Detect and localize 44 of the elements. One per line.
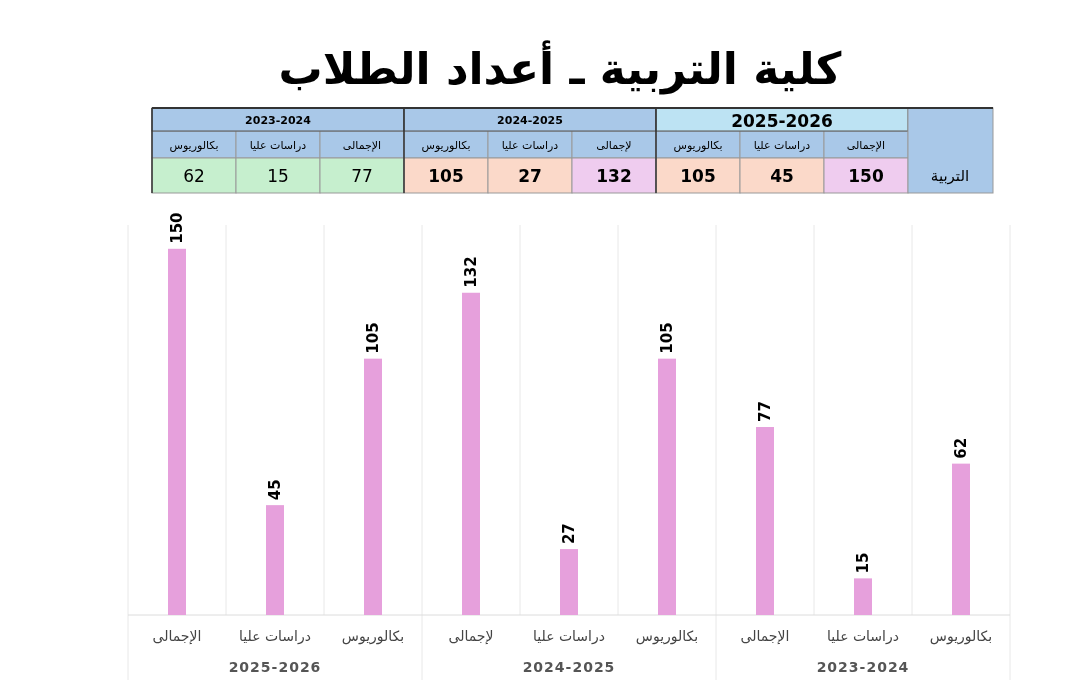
text: التربية (930, 167, 970, 185)
x-tick-label: دراسات عليا (239, 628, 311, 645)
category-label: بكالوريوس (673, 139, 723, 152)
x-tick-label: بكالوريوس (635, 628, 699, 645)
text: 2023-2024 (245, 114, 311, 127)
data-label: 15 (854, 552, 872, 574)
category-label: لإجمالى (596, 139, 632, 152)
data-label: 62 (952, 437, 970, 459)
data-label: 132 (462, 256, 480, 288)
data-label: 77 (756, 401, 774, 423)
x-tick-label: لإجمالى (448, 628, 494, 645)
text: 2025-2026 (228, 659, 322, 675)
text: 132 (596, 166, 632, 186)
category-label: بكالوريوس (169, 139, 219, 152)
x-tick-label: الإجمالى (740, 628, 790, 645)
category-label: بكالوريوس (421, 139, 471, 152)
text: 77 (351, 166, 373, 186)
text: 45 (770, 166, 794, 186)
text: 2023-2024 (816, 659, 910, 675)
text: 15 (267, 166, 289, 186)
data-label: 105 (658, 322, 676, 354)
data-label: 105 (364, 322, 382, 354)
data-label: 150 (168, 212, 186, 244)
text: 62 (183, 166, 205, 186)
text: 2025-2026 (731, 111, 833, 131)
data-label: 27 (560, 523, 578, 545)
x-tick-label: دراسات عليا (827, 628, 899, 645)
chart-title: كلية التربية ـ أعداد الطلاب (278, 40, 842, 95)
text: 150 (848, 166, 884, 186)
category-label: دراسات عليا (753, 139, 811, 152)
text: 105 (680, 166, 716, 186)
text: 2024-2025 (522, 659, 616, 675)
category-label: الإجمالى (846, 139, 886, 152)
x-tick-label: الإجمالى (152, 628, 202, 645)
category-label: دراسات عليا (501, 139, 559, 152)
text: 105 (428, 166, 464, 186)
x-tick-label: دراسات عليا (533, 628, 605, 645)
x-tick-label: بكالوريوس (341, 628, 405, 645)
category-label: دراسات عليا (249, 139, 307, 152)
x-tick-label: بكالوريوس (929, 628, 993, 645)
data-label: 45 (266, 479, 284, 501)
category-label: الإجمالى (342, 139, 382, 152)
text: 27 (518, 166, 542, 186)
text: 2024-2025 (497, 114, 563, 127)
